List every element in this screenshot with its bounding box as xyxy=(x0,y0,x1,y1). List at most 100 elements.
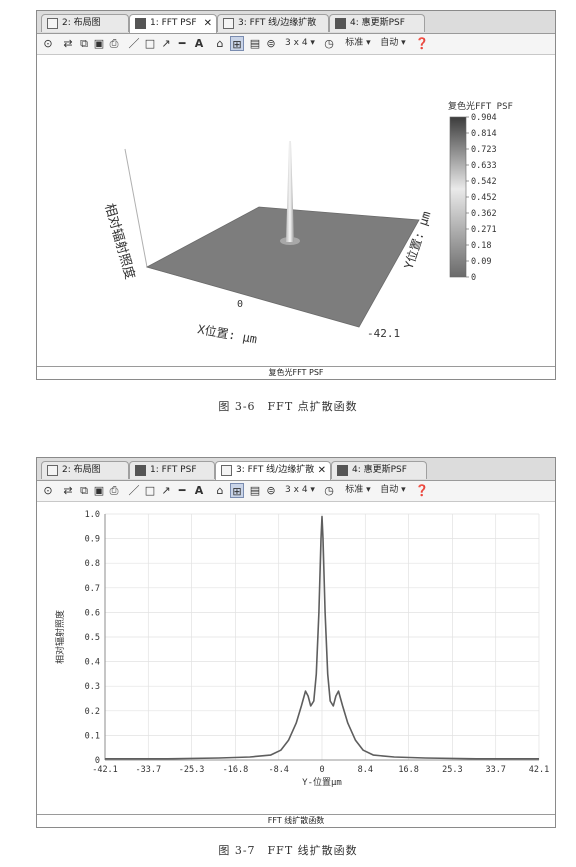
x-tick-label: 16.8 xyxy=(398,765,418,775)
layout-icon xyxy=(47,18,58,29)
clock-icon[interactable]: ◷ xyxy=(324,37,334,50)
layout-dropdown[interactable]: 3 x 4 ▾ xyxy=(285,485,315,495)
tab-huygens-psf[interactable]: 4: 惠更斯PSF xyxy=(331,461,427,479)
x-tick-label: 25.3 xyxy=(442,765,462,775)
x-tick-label: -42.1 xyxy=(92,765,118,775)
lock-icon[interactable]: ⌂ xyxy=(216,37,224,50)
copy-icon[interactable]: ⧉ xyxy=(80,484,88,497)
settings-toggle-icon[interactable]: ⊙ xyxy=(43,484,53,497)
y-tick-label: 0.7 xyxy=(85,584,100,594)
rectangle-icon[interactable]: □ xyxy=(144,484,156,497)
y-tick-label: 0.4 xyxy=(85,658,100,668)
toolbar: ⊙ ⇄ ⧉ ▣ ⎙ ／ □ ↗ ━ A ⌂ ⊞ ▤ ⊜ 3 x 4 ▾ ◷ 标准… xyxy=(37,481,555,502)
tab-label: 1: FFT PSF xyxy=(150,465,197,475)
close-icon[interactable]: ✕ xyxy=(203,18,212,29)
psf-window: 2: 布局图 1: FFT PSF ✕ 3: FFT 线/边缘扩散 4: 惠更斯… xyxy=(36,10,556,380)
psf-plot-area: 相对辐射照度 0 X位置: μm Y位置: μm -42.1 复色光FFT PSF 0.90… xyxy=(37,55,555,365)
tab-label: 4: 惠更斯PSF xyxy=(350,18,405,28)
toolbar: ⊙ ⇄ ⧉ ▣ ⎙ ／ □ ↗ ━ A ⌂ ⊞ ▤ ⊜ 3 x 4 ▾ ◷ 标准… xyxy=(37,34,555,55)
rectangle-icon[interactable]: □ xyxy=(144,37,156,50)
x-tick-label: -25.3 xyxy=(179,765,205,775)
grid-view-icon[interactable]: ⊞ xyxy=(230,36,244,51)
auto-dropdown[interactable]: 自动 ▾ xyxy=(380,38,406,48)
refresh-icon[interactable]: ⇄ xyxy=(63,484,73,497)
print-icon[interactable]: ⎙ xyxy=(109,484,119,497)
lock-icon[interactable]: ⌂ xyxy=(216,484,224,497)
line-icon[interactable]: ━ xyxy=(178,37,186,50)
y-tick-label: 0 xyxy=(95,756,100,766)
plot-footer: 复色光FFT PSF xyxy=(37,366,555,379)
tab-line-spread[interactable]: 3: FFT 线/边缘扩散 xyxy=(217,14,329,32)
tab-label: 1: FFT PSF xyxy=(150,18,197,28)
surface-floor xyxy=(145,206,420,328)
y-tick-label: 0.6 xyxy=(85,608,100,618)
layers-icon[interactable]: ▤ xyxy=(249,484,261,497)
colorbar-tick-label: 0.362 xyxy=(471,209,497,219)
series-line xyxy=(105,515,539,760)
tab-label: 4: 惠更斯PSF xyxy=(352,465,407,475)
x-tick-label: 42.1 xyxy=(529,765,549,775)
tab-line-spread[interactable]: 3: FFT 线/边缘扩散 ✕ xyxy=(215,461,331,480)
huygens-window-icon xyxy=(337,465,348,476)
x-tick-label: -33.7 xyxy=(136,765,162,775)
close-icon[interactable]: ✕ xyxy=(317,465,326,476)
psf-window-icon xyxy=(135,18,146,29)
settings-toggle-icon[interactable]: ⊙ xyxy=(43,37,53,50)
colorbar-tick-label: 0.542 xyxy=(471,177,497,187)
figure-caption-1: 图 3-6 FFT 点扩散函数 xyxy=(218,400,358,413)
colorbar-tick-label: 0.271 xyxy=(471,225,497,235)
line-spread-chart: -42.1 -33.7 -25.3 -16.8 -8.4 0 8.4 16.8 25.3 33.7… xyxy=(54,510,549,788)
z-axis-line xyxy=(124,148,148,268)
x-tick-label: 8.4 xyxy=(358,765,373,775)
colorbar xyxy=(449,116,467,278)
copy-icon[interactable]: ⧉ xyxy=(80,37,88,50)
tab-label: 2: 布局图 xyxy=(62,465,101,475)
standard-dropdown[interactable]: 标准 ▾ xyxy=(345,485,371,495)
z-axis-label: 相对辐射照度 xyxy=(101,202,138,281)
y-tick-label: 0.8 xyxy=(85,559,100,569)
pen-icon[interactable]: ／ xyxy=(128,37,140,50)
line-spread-icon xyxy=(223,18,234,29)
help-icon[interactable]: ❓ xyxy=(415,484,429,497)
psf-window-icon xyxy=(135,465,146,476)
text-icon[interactable]: A xyxy=(194,37,204,50)
print-icon[interactable]: ⎙ xyxy=(109,37,119,50)
clock-icon[interactable]: ◷ xyxy=(324,484,334,497)
stack-icon[interactable]: ⊜ xyxy=(266,484,276,497)
tab-bar: 2: 布局图 1: FFT PSF 3: FFT 线/边缘扩散 ✕ 4: 惠更斯… xyxy=(37,458,555,481)
line-icon[interactable]: ━ xyxy=(178,484,186,497)
colorbar-title: 复色光FFT PSF xyxy=(448,100,513,112)
x-tick-label: 0 xyxy=(319,765,324,775)
auto-dropdown[interactable]: 自动 ▾ xyxy=(380,485,406,495)
tab-layout[interactable]: 2: 布局图 xyxy=(41,14,129,32)
x-tick-label: -8.4 xyxy=(268,765,288,775)
line-spread-window: 2: 布局图 1: FFT PSF 3: FFT 线/边缘扩散 ✕ 4: 惠更斯… xyxy=(36,457,556,828)
layers-icon[interactable]: ▤ xyxy=(249,37,261,50)
refresh-icon[interactable]: ⇄ xyxy=(63,37,73,50)
tab-huygens-psf[interactable]: 4: 惠更斯PSF xyxy=(329,14,425,32)
help-icon[interactable]: ❓ xyxy=(415,37,429,50)
tab-fft-psf[interactable]: 1: FFT PSF ✕ xyxy=(129,14,217,33)
y-axis-label: 相对辐射照度 xyxy=(54,610,66,664)
save-icon[interactable]: ▣ xyxy=(93,37,105,50)
arrow-icon[interactable]: ↗ xyxy=(161,37,171,50)
tab-layout[interactable]: 2: 布局图 xyxy=(41,461,129,479)
x-tick-label: -16.8 xyxy=(223,765,249,775)
colorbar-tick-label: 0 xyxy=(471,273,476,283)
grid-view-icon[interactable]: ⊞ xyxy=(230,483,244,498)
standard-dropdown[interactable]: 标准 ▾ xyxy=(345,38,371,48)
colorbar-tick-label: 0.723 xyxy=(471,145,497,155)
y-tick-label: 0.3 xyxy=(85,682,100,692)
tab-fft-psf[interactable]: 1: FFT PSF xyxy=(129,461,215,479)
text-icon[interactable]: A xyxy=(194,484,204,497)
save-icon[interactable]: ▣ xyxy=(93,484,105,497)
tab-bar: 2: 布局图 1: FFT PSF ✕ 3: FFT 线/边缘扩散 4: 惠更斯… xyxy=(37,11,555,34)
layout-dropdown[interactable]: 3 x 4 ▾ xyxy=(285,38,315,48)
stack-icon[interactable]: ⊜ xyxy=(266,37,276,50)
y-tick-label: 0.2 xyxy=(85,707,100,717)
huygens-window-icon xyxy=(335,18,346,29)
arrow-icon[interactable]: ↗ xyxy=(161,484,171,497)
colorbar-tick-label: 0.09 xyxy=(471,257,491,267)
pen-icon[interactable]: ／ xyxy=(128,484,140,497)
